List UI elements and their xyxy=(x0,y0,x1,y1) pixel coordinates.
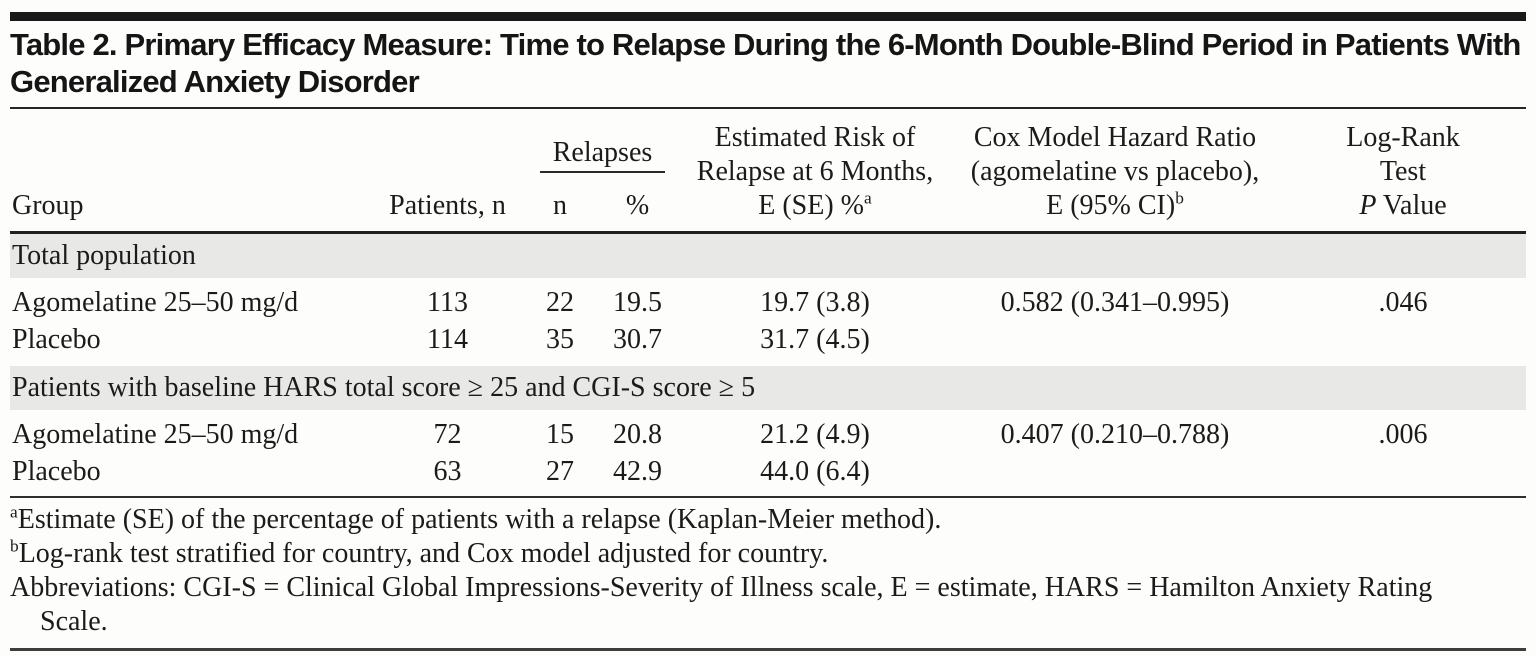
footnote-b-marker: b xyxy=(10,536,19,556)
header-line: P Value xyxy=(1359,190,1447,221)
column-header-logrank-p: Log-Rank Test P Value xyxy=(1280,109,1526,234)
header-line: Log-Rank xyxy=(1346,122,1460,153)
header-line: Cox Model Hazard Ratio xyxy=(973,122,1257,153)
column-header-patients: Patients, n xyxy=(370,109,525,234)
header-line: E (95% CI)b xyxy=(1046,188,1184,221)
cell-hazard-ratio: 0.582 (0.341–0.995) xyxy=(1000,287,1230,318)
cell-p-value xyxy=(1280,452,1526,489)
cell-hazard-ratio: 0.407 (0.210–0.788) xyxy=(1000,419,1230,450)
table-header: Group Patients, n Relapses Estimated Ris… xyxy=(10,109,1526,235)
column-header-relapses-n: n xyxy=(525,173,595,235)
footnote-a: aEstimate (SE) of the percentage of pati… xyxy=(10,503,1526,537)
cell-relapses-pct: 42.9 xyxy=(613,456,662,487)
cell-relapses-pct: 19.5 xyxy=(613,287,662,318)
top-accent-bar xyxy=(10,12,1526,21)
column-header-group: Group xyxy=(10,109,370,234)
cell-p-value: .006 xyxy=(1378,419,1428,450)
table-row: Agomelatine 25–50 mg/d 113 22 19.5 19.7 … xyxy=(10,280,1526,321)
header-line: Relapse at 6 Months, xyxy=(696,156,934,187)
footnote-a-marker: a xyxy=(10,502,18,522)
abbreviations-note: Abbreviations: CGI-S = Clinical Global I… xyxy=(10,572,1433,637)
cell-hazard-ratio xyxy=(950,320,1280,362)
cell-relapses-n: 15 xyxy=(546,419,574,450)
header-line: E (SE) %a xyxy=(758,188,872,221)
footnotes-block: aEstimate (SE) of the percentage of pati… xyxy=(10,496,1526,639)
cell-group: Placebo xyxy=(12,456,101,487)
table-row: Agomelatine 25–50 mg/d 72 15 20.8 21.2 (… xyxy=(10,412,1526,453)
column-header-estimated-risk: Estimated Risk of Relapse at 6 Months, E… xyxy=(680,109,950,234)
footnote-b-text: Log-rank test stratified for country, an… xyxy=(18,538,829,569)
cell-patients: 63 xyxy=(433,456,462,487)
cell-p-value: .046 xyxy=(1378,287,1428,318)
cell-relapses-n: 35 xyxy=(546,324,574,355)
cell-relapses-n: 22 xyxy=(546,287,574,318)
footnote-a-text: Estimate (SE) of the percentage of patie… xyxy=(17,504,942,535)
header-line: Test xyxy=(1379,156,1427,187)
header-line: Estimated Risk of xyxy=(714,122,916,153)
cell-group: Placebo xyxy=(12,324,101,355)
table-row: Placebo 63 27 42.9 44.0 (6.4) xyxy=(10,452,1526,489)
footnote-b: bLog-rank test stratified for country, a… xyxy=(10,537,1526,571)
cell-p-value xyxy=(1280,320,1526,362)
footnote-marker-b: b xyxy=(1175,188,1184,208)
cell-patients: 72 xyxy=(433,419,462,450)
efficacy-table: Group Patients, n Relapses Estimated Ris… xyxy=(10,109,1526,489)
cell-patients: 113 xyxy=(427,287,468,318)
column-header-relapses-pct: % xyxy=(595,173,680,235)
footnote-marker-a: a xyxy=(864,188,872,208)
column-header-cox-hazard-ratio: Cox Model Hazard Ratio (agomelatine vs p… xyxy=(950,109,1280,234)
column-header-relapses: Relapses xyxy=(525,109,680,174)
cell-estimated-risk: 19.7 (3.8) xyxy=(760,287,870,318)
relapses-spanner-underline: Relapses xyxy=(539,136,666,174)
cell-relapses-pct: 20.8 xyxy=(613,419,662,450)
table-row: Placebo 114 35 30.7 31.7 (4.5) xyxy=(10,320,1526,362)
cell-estimated-risk: 21.2 (4.9) xyxy=(760,419,870,450)
bottom-rule xyxy=(10,648,1526,651)
section-row-total-population: Total population xyxy=(10,231,1526,281)
cell-patients: 114 xyxy=(427,324,468,355)
table-title: Table 2. Primary Efficacy Measure: Time … xyxy=(10,26,1526,109)
cell-estimated-risk: 31.7 (4.5) xyxy=(760,324,870,355)
section-label: Total population xyxy=(10,231,1526,281)
section-label: Patients with baseline HARS total score … xyxy=(10,357,1526,413)
cell-group: Agomelatine 25–50 mg/d xyxy=(12,287,299,318)
section-row-hars-cgis-subgroup: Patients with baseline HARS total score … xyxy=(10,357,1526,413)
cell-hazard-ratio xyxy=(950,452,1280,489)
cell-relapses-n: 27 xyxy=(546,456,574,487)
table-body: Total population Agomelatine 25–50 mg/d … xyxy=(10,231,1526,490)
cell-relapses-pct: 30.7 xyxy=(613,324,662,355)
cell-group: Agomelatine 25–50 mg/d xyxy=(12,419,299,450)
header-line: (agomelatine vs placebo), xyxy=(970,156,1260,187)
cell-estimated-risk: 44.0 (6.4) xyxy=(760,456,870,487)
